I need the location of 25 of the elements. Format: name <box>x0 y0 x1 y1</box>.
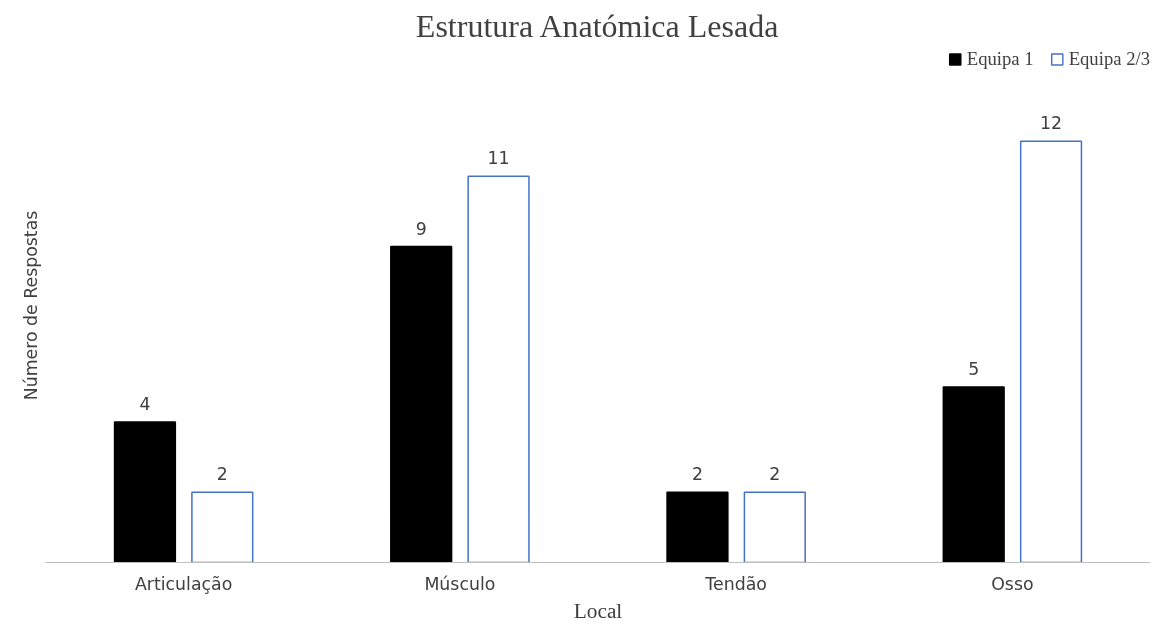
bar <box>390 245 453 563</box>
legend-label: Equipa 2/3 <box>1068 48 1150 70</box>
data-label: 9 <box>415 218 427 239</box>
data-label: 2 <box>216 464 228 485</box>
x-tick-label: Tendão <box>704 573 767 594</box>
x-tick-label: Músculo <box>424 573 496 594</box>
y-axis-title: Número de Respostas <box>20 210 41 401</box>
x-tick-label: Articulação <box>134 573 233 594</box>
bar <box>942 386 1005 563</box>
bar <box>191 491 254 563</box>
data-label: 5 <box>968 358 980 379</box>
bar <box>113 421 177 563</box>
bar <box>743 491 806 563</box>
x-tick-label: Osso <box>991 573 1034 594</box>
chart-title: Estrutura Anatómica Lesada <box>415 7 779 44</box>
legend-label: Equipa 1 <box>966 48 1034 70</box>
data-label: 11 <box>487 148 510 169</box>
bar <box>666 491 729 563</box>
data-label: 2 <box>769 464 781 485</box>
data-label: 12 <box>1040 113 1063 134</box>
x-axis-title: Local <box>573 598 623 623</box>
data-label: 2 <box>691 464 703 485</box>
data-label: 4 <box>139 394 151 415</box>
bar <box>467 175 530 563</box>
bar <box>1019 140 1083 563</box>
